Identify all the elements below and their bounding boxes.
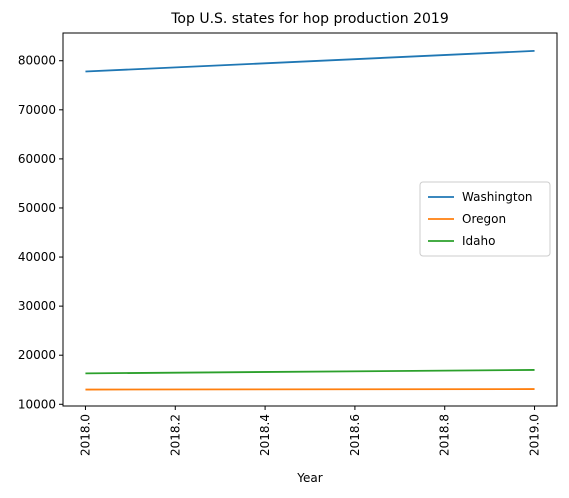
x-tick-label: 2018.8 bbox=[438, 414, 452, 456]
x-tick-label: 2019.0 bbox=[528, 414, 542, 456]
y-tick-label: 80000 bbox=[18, 54, 56, 68]
y-tick-label: 60000 bbox=[18, 152, 56, 166]
y-tick-label: 30000 bbox=[18, 299, 56, 313]
x-tick-label: 2018.4 bbox=[258, 414, 272, 456]
legend-label-washington: Washington bbox=[462, 190, 533, 204]
x-tick-label: 2018.2 bbox=[168, 414, 182, 456]
y-tick-label: 20000 bbox=[18, 348, 56, 362]
x-axis-label: Year bbox=[296, 471, 322, 485]
x-tick-label: 2018.6 bbox=[348, 414, 362, 456]
y-tick-label: 10000 bbox=[18, 397, 56, 411]
y-tick-label: 50000 bbox=[18, 201, 56, 215]
legend: Washington Oregon Idaho bbox=[420, 182, 550, 256]
legend-label-oregon: Oregon bbox=[462, 212, 506, 226]
y-tick-label: 40000 bbox=[18, 250, 56, 264]
x-tick-label: 2018.0 bbox=[78, 414, 92, 456]
legend-label-idaho: Idaho bbox=[462, 234, 495, 248]
y-tick-label: 70000 bbox=[18, 103, 56, 117]
chart-title: Top U.S. states for hop production 2019 bbox=[170, 11, 449, 27]
